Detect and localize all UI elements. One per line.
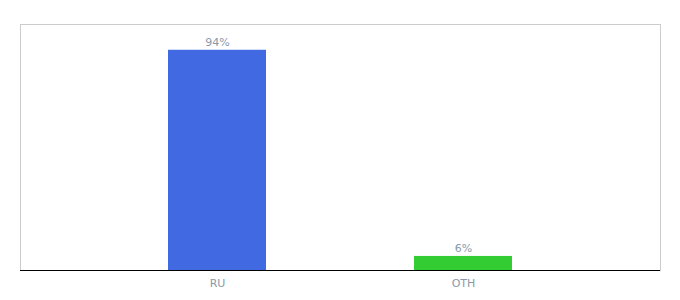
svg-text:94%: 94% xyxy=(205,36,229,49)
svg-text:6%: 6% xyxy=(455,242,472,255)
svg-text:OTH: OTH xyxy=(452,277,476,290)
svg-text:RU: RU xyxy=(210,277,226,290)
